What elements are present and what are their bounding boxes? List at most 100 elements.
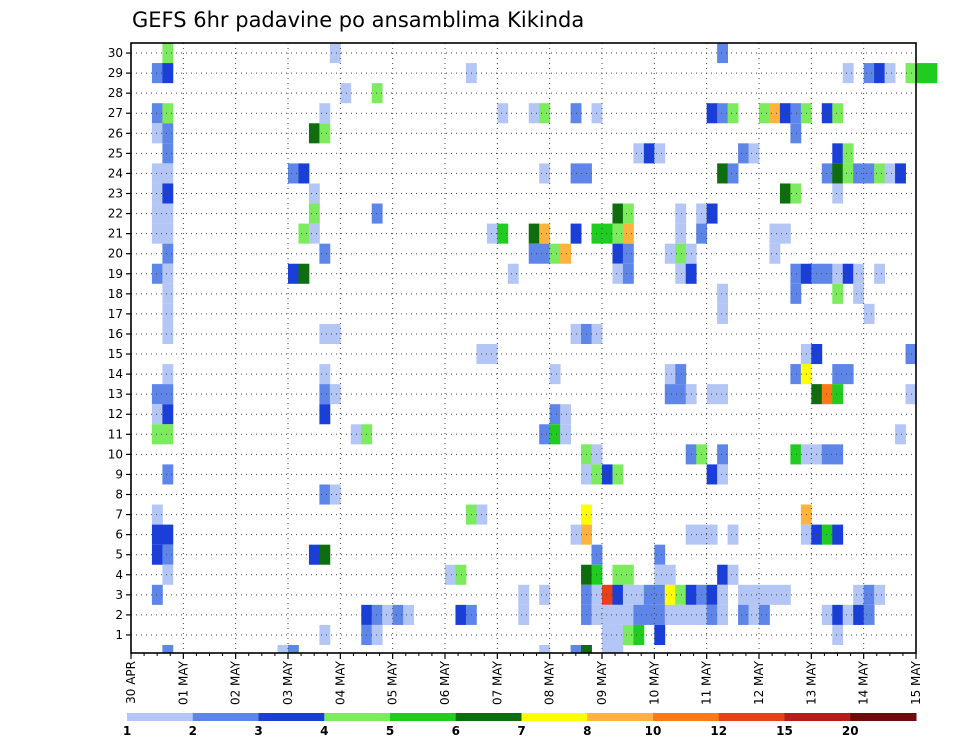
x-tick-label: 01 MAY — [176, 660, 190, 705]
heatmap-cell — [675, 584, 687, 605]
colorbar-segment — [718, 713, 785, 721]
heatmap-cell — [560, 424, 571, 445]
heatmap-cell — [717, 163, 728, 184]
heatmap-cell — [633, 143, 645, 164]
colorbar-label: 3 — [254, 724, 262, 738]
colorbar-segment — [192, 713, 259, 721]
heatmap-cell — [151, 103, 163, 124]
heatmap-cell — [821, 524, 833, 545]
heatmap-cell — [916, 63, 927, 84]
x-tick-label: 08 MAY — [543, 660, 557, 705]
heatmap-cell — [643, 143, 655, 164]
heatmap-cell — [769, 243, 781, 264]
y-tick-label: 24 — [108, 166, 123, 180]
heatmap-cell — [151, 63, 163, 84]
heatmap-cell — [612, 263, 624, 284]
heatmap-cell — [675, 263, 687, 284]
heatmap-cell — [319, 404, 331, 425]
heatmap-cell — [298, 263, 310, 284]
heatmap-cell — [329, 323, 341, 344]
heatmap-cell — [832, 163, 844, 184]
heatmap-cell — [654, 604, 666, 625]
heatmap-cell — [162, 103, 174, 124]
heatmap-cell — [549, 243, 561, 264]
heatmap-cell — [717, 283, 728, 304]
heatmap-cell — [319, 123, 331, 144]
heatmap-cell — [769, 103, 781, 124]
chart-title: GEFS 6hr padavine po ansamblima Kikinda — [132, 8, 584, 32]
heatmap-cell — [602, 464, 613, 485]
y-tick-label: 10 — [108, 447, 123, 461]
heatmap-cell — [738, 604, 749, 625]
heatmap-cell — [162, 404, 174, 425]
heatmap-cell — [151, 183, 163, 204]
heatmap-cell — [727, 163, 739, 184]
y-tick-label: 15 — [108, 347, 123, 361]
y-axis: 1234567891011121314151617181920212223242… — [108, 46, 131, 642]
heatmap-cell — [308, 123, 320, 144]
heatmap-cell — [853, 263, 865, 284]
heatmap-cell — [654, 584, 666, 605]
heatmap-cell — [340, 83, 352, 104]
heatmap-cell — [403, 604, 414, 625]
heatmap-cell — [329, 384, 341, 405]
colorbar-label: 4 — [320, 724, 328, 738]
heatmap-cell — [162, 303, 174, 324]
heatmap-cell — [863, 584, 875, 605]
heatmap-cell — [842, 364, 854, 385]
heatmap-cell — [821, 163, 833, 184]
heatmap-cell — [560, 404, 571, 425]
heatmap-cell — [151, 384, 163, 405]
heatmap-cell — [717, 584, 728, 605]
heatmap-cell — [612, 584, 624, 605]
heatmap-cell — [162, 364, 174, 385]
heatmap-cell — [853, 163, 865, 184]
y-tick-label: 1 — [115, 628, 123, 642]
heatmap-cell — [863, 63, 875, 84]
colorbar: 1 2 3 4 5 6 7 8 10 12 15 20 — [123, 713, 917, 738]
x-tick-label: 14 MAY — [857, 660, 871, 705]
heatmap-cell — [518, 604, 530, 625]
heatmap-cell — [560, 243, 571, 264]
colorbar-segment — [587, 713, 654, 721]
y-tick-label: 19 — [108, 267, 123, 281]
heatmap-cell — [664, 604, 676, 625]
heatmap-cell — [612, 604, 624, 625]
heatmap-cell — [633, 604, 645, 625]
colorbar-label: 15 — [776, 724, 793, 738]
heatmap-cell — [832, 263, 844, 284]
heatmap-cell — [612, 624, 624, 645]
heatmap-cell — [884, 163, 896, 184]
heatmap-cell — [717, 384, 728, 405]
heatmap-cell — [319, 364, 331, 385]
heatmap-cell — [664, 243, 676, 264]
heatmap-cell — [497, 103, 509, 124]
heatmap-cell — [308, 183, 320, 204]
heatmap-cell — [842, 604, 854, 625]
heatmap-cell — [832, 103, 844, 124]
y-tick-label: 14 — [108, 367, 123, 381]
heatmap-cell — [779, 183, 791, 204]
x-tick-label: 09 MAY — [595, 660, 609, 705]
heatmap-cell — [905, 344, 917, 365]
heatmap-cell — [162, 43, 174, 64]
heatmap-cell — [675, 223, 687, 244]
heatmap-cell — [675, 243, 687, 264]
colorbar-segment — [784, 713, 851, 721]
heatmap-cell — [612, 203, 624, 224]
colorbar-segment — [324, 713, 391, 721]
heatmap-cell — [853, 283, 865, 304]
heatmap-cell — [664, 564, 676, 585]
y-tick-label: 13 — [108, 387, 123, 401]
heatmap-cell — [539, 243, 551, 264]
heatmap-cell — [706, 384, 718, 405]
heatmap-cell — [874, 263, 885, 284]
heatmap-cell — [507, 263, 519, 284]
heatmap-cell — [602, 604, 613, 625]
y-tick-label: 28 — [108, 86, 123, 100]
heatmap-cell — [706, 524, 718, 545]
heatmap-cell — [706, 604, 718, 625]
heatmap-cell — [371, 203, 383, 224]
heatmap-cell — [162, 544, 174, 565]
